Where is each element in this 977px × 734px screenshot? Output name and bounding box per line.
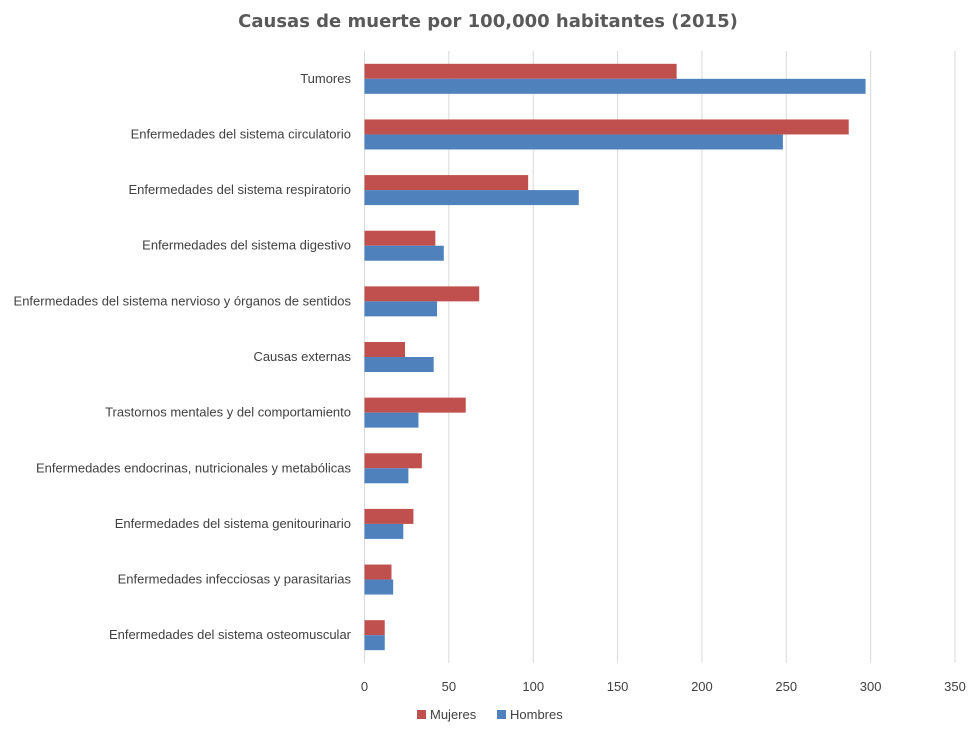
bar-hombres (364, 357, 434, 372)
bar-hombres (364, 468, 409, 484)
x-tick-label: 350 (944, 679, 966, 694)
bar-mujeres (364, 453, 422, 469)
legend-swatch-mujeres (417, 710, 426, 719)
bar-mujeres (364, 230, 436, 246)
bar-mujeres (364, 620, 385, 636)
x-tick-label: 250 (775, 679, 797, 694)
bars (364, 63, 866, 651)
category-label: Causas externas (253, 349, 351, 364)
bar-mujeres (364, 286, 480, 302)
category-label: Tumores (300, 71, 351, 86)
bar-mujeres (364, 175, 529, 191)
category-labels: Tumores Enfermedades del sistema circulat… (14, 71, 352, 642)
bar-mujeres (364, 397, 466, 413)
category-label: Enfermedades del sistema nervioso y órga… (14, 293, 352, 308)
legend-label: Mujeres (430, 707, 477, 722)
gridlines (364, 51, 956, 663)
bar-mujeres (364, 119, 849, 135)
legend: Mujeres Hombres (417, 707, 563, 722)
bar-hombres (364, 579, 394, 595)
x-tick-label: 50 (442, 679, 456, 694)
category-label: Trastornos mentales y del comportamiento (105, 405, 351, 420)
bar-hombres (364, 245, 444, 261)
bar-hombres (364, 78, 866, 94)
category-label: Enfermedades del sistema osteomuscular (109, 627, 352, 642)
bar-mujeres (364, 564, 392, 580)
bar-hombres (364, 190, 579, 206)
category-label: Enfermedades del sistema circulatorio (131, 126, 351, 141)
bar-mujeres (364, 508, 414, 524)
bar-hombres (364, 134, 783, 150)
x-tick-label: 150 (607, 679, 629, 694)
bar-hombres (364, 635, 385, 651)
legend-label: Hombres (510, 707, 563, 722)
bar-hombres (364, 301, 438, 317)
x-tick-label: 100 (522, 679, 544, 694)
category-label: Enfermedades endocrinas, nutricionales y… (36, 460, 352, 475)
x-tick-labels: 0 50 100 150 200 250 300 350 (361, 679, 966, 694)
category-label: Enfermedades infecciosas y parasitarias (118, 572, 352, 587)
x-tick-label: 300 (860, 679, 882, 694)
category-label: Enfermedades del sistema respiratorio (128, 182, 351, 197)
category-label: Enfermedades del sistema digestivo (142, 238, 351, 253)
legend-swatch-hombres (497, 710, 506, 719)
bar-hombres (364, 523, 404, 539)
category-label: Enfermedades del sistema genitourinario (115, 516, 351, 531)
bar-mujeres (364, 63, 677, 79)
bar-mujeres (364, 342, 405, 357)
x-tick-label: 200 (691, 679, 713, 694)
x-tick-label: 0 (361, 679, 368, 694)
chart-title: Causas de muerte por 100,000 habitantes … (238, 11, 738, 32)
bar-hombres (364, 412, 419, 428)
